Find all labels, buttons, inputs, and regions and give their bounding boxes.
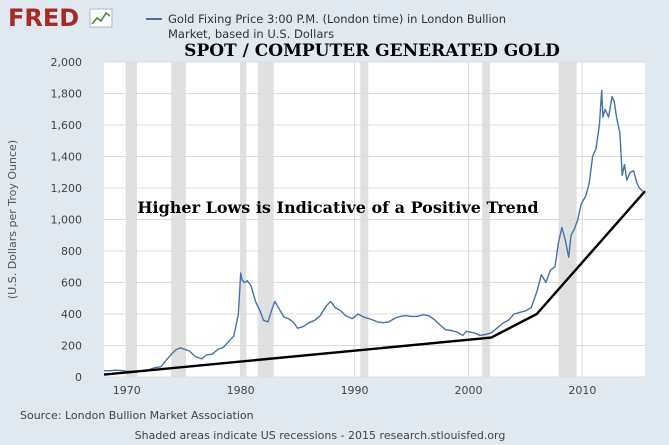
y-axis-label: (U.S. Dollars per Troy Ounce) bbox=[6, 140, 19, 299]
fred-logo-chart-icon bbox=[89, 8, 113, 28]
tick-labels: 0 200 400 600 800 1,000 1,200 1,400 1,600 1,800 2,… bbox=[51, 56, 597, 397]
x-tick-label: 1970 bbox=[113, 384, 141, 397]
y-tick-label: 1,600 bbox=[51, 119, 83, 132]
x-tick-label: 2010 bbox=[568, 384, 596, 397]
fred-logo: FRED bbox=[8, 4, 113, 32]
trend-annotation: Higher Lows is Indicative of a Positive … bbox=[137, 198, 538, 217]
x-tick-label: 1990 bbox=[341, 384, 369, 397]
source-note: Source: London Bullion Market Associatio… bbox=[20, 409, 254, 422]
series-layer bbox=[103, 89, 646, 376]
y-tick-label: 800 bbox=[61, 245, 82, 258]
trend-line bbox=[103, 190, 646, 376]
x-tick-label: 1980 bbox=[227, 384, 255, 397]
fred-logo-text: FRED bbox=[8, 4, 79, 32]
grid-lines bbox=[104, 61, 645, 378]
y-tick-label: 1,200 bbox=[51, 182, 83, 195]
y-tick-label: 1,400 bbox=[51, 151, 83, 164]
y-tick-label: 1,000 bbox=[51, 214, 83, 227]
legend: Gold Fixing Price 3:00 P.M. (London time… bbox=[146, 12, 506, 41]
gold-price-line bbox=[104, 89, 644, 372]
y-tick-label: 1,800 bbox=[51, 88, 83, 101]
y-tick-label: 400 bbox=[61, 308, 82, 321]
y-tick-label: 600 bbox=[61, 277, 82, 290]
recession-note: Shaded areas indicate US recessions - 20… bbox=[135, 429, 506, 442]
overlay-title: SPOT / COMPUTER GENERATED GOLD bbox=[184, 41, 560, 61]
x-tick-label: 2000 bbox=[454, 384, 482, 397]
y-tick-label: 200 bbox=[61, 340, 82, 353]
legend-label-line1: Gold Fixing Price 3:00 P.M. (London time… bbox=[168, 12, 506, 26]
legend-label-line2: Market, based in U.S. Dollars bbox=[168, 27, 334, 41]
y-tick-label: 0 bbox=[75, 371, 82, 384]
y-tick-label: 2,000 bbox=[51, 56, 83, 69]
